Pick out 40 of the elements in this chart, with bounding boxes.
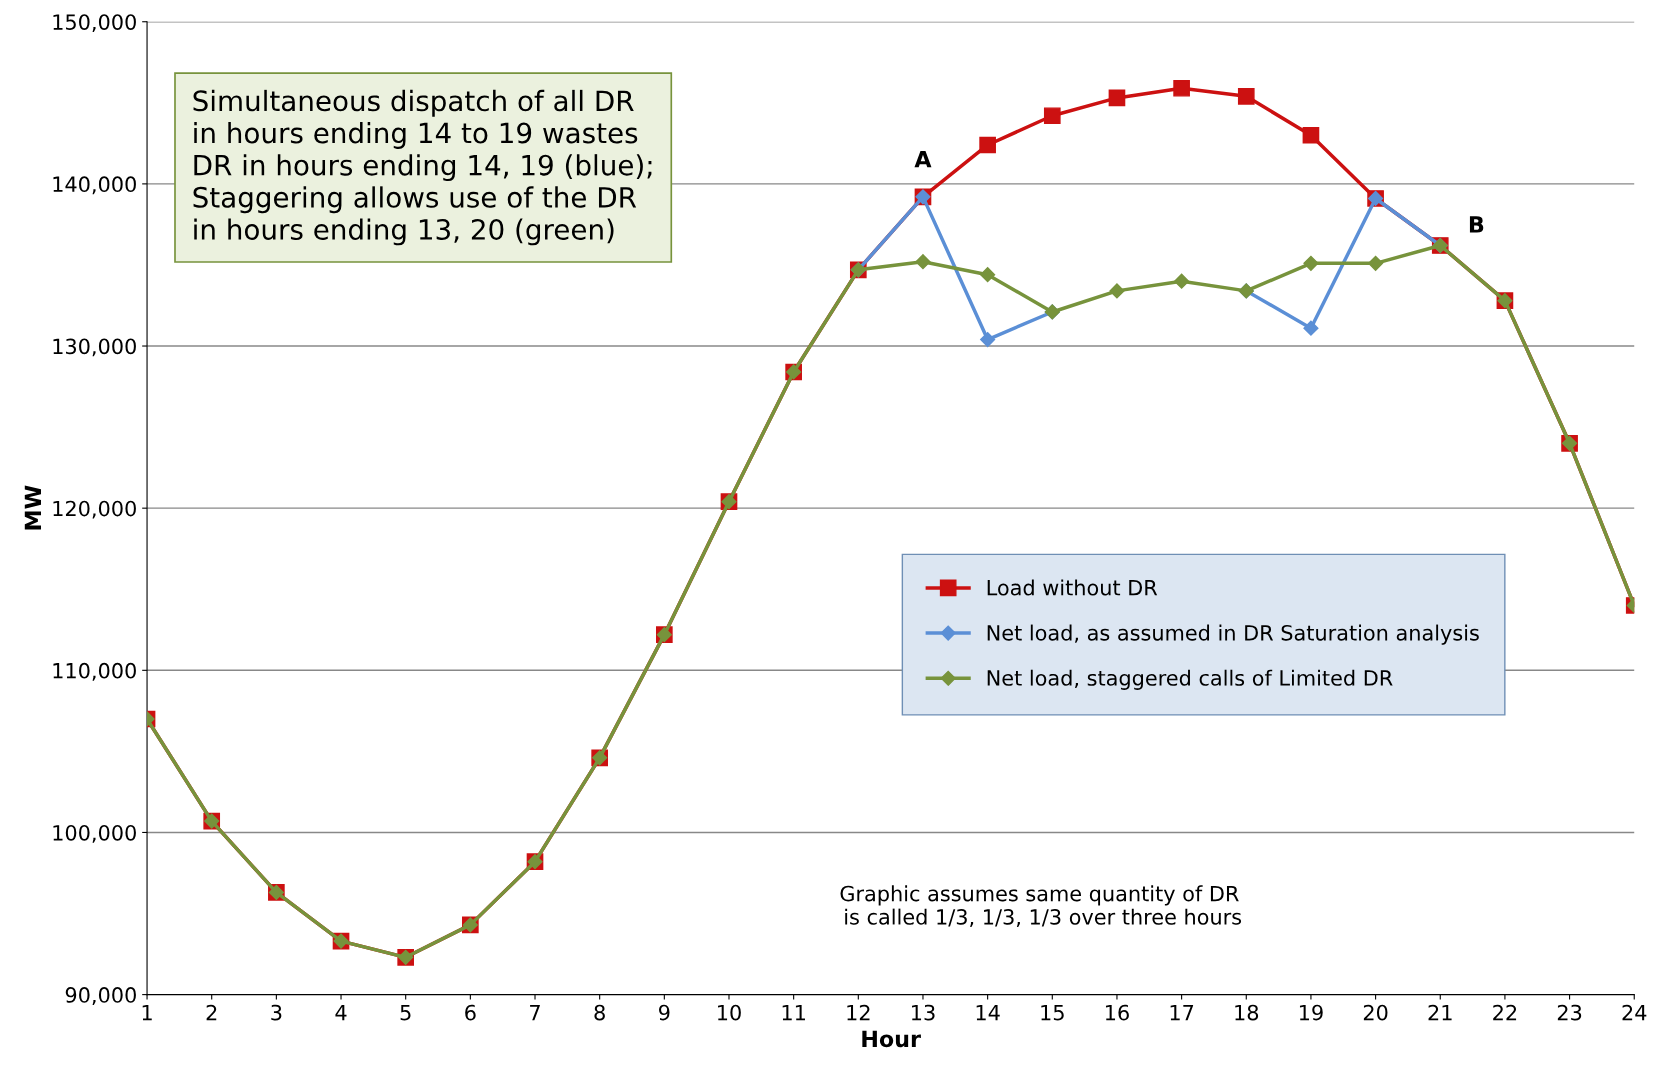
x-tick-label: 4 xyxy=(335,1004,347,1021)
x-tick-label: 23 xyxy=(1557,1004,1582,1021)
x-tick-label: 1 xyxy=(142,1004,152,1021)
x-tick-label: 6 xyxy=(465,1004,476,1021)
annotation: Graphic assumes same quantity of DR is called 1/3, 1/3, 1/3 over three hours xyxy=(840,885,1242,927)
x-tick-label: 17 xyxy=(1170,1004,1194,1021)
x-axis-title: Hour xyxy=(862,1030,921,1048)
x-tick-label: 13 xyxy=(912,1004,935,1021)
x-tick-label: 10 xyxy=(718,1004,741,1021)
x-tick-label: 8 xyxy=(594,1004,605,1021)
y-tick-label: 130,000 xyxy=(53,338,136,357)
legend-label: Load without DR xyxy=(987,579,1158,596)
y-tick-label: 100,000 xyxy=(53,824,136,843)
y-tick-label: 90,000 xyxy=(65,987,136,1005)
x-tick-label: 2 xyxy=(206,1004,217,1021)
y-tick-label: 150,000 xyxy=(53,14,136,33)
annotation: Simultaneous dispatch of all DR in hours ending 14 to 19 wastes DR in hours ending 14, 19 (blue); Staggering allows use of the DR in hours ending 13, 20 (green) xyxy=(193,89,652,246)
x-tick-label: 19 xyxy=(1299,1004,1323,1021)
x-tick-label: 20 xyxy=(1363,1004,1388,1021)
x-tick-label: 24 xyxy=(1622,1004,1647,1021)
x-tick-label: 14 xyxy=(976,1004,1000,1021)
x-tick-label: 15 xyxy=(1041,1004,1064,1021)
x-tick-label: 7 xyxy=(530,1004,540,1021)
y-tick-label: 140,000 xyxy=(53,176,136,195)
y-axis-title: MW xyxy=(24,485,41,530)
x-tick-label: 5 xyxy=(400,1004,411,1021)
y-tick-label: 120,000 xyxy=(53,500,136,519)
legend-label: Net load, as assumed in DR Saturation analysis xyxy=(987,624,1479,645)
x-tick-label: 3 xyxy=(271,1004,282,1021)
annotation: B xyxy=(1469,216,1484,233)
x-tick-label: 22 xyxy=(1493,1004,1517,1021)
x-tick-label: 12 xyxy=(847,1004,870,1021)
x-tick-label: 16 xyxy=(1105,1004,1129,1021)
legend-label: Net load, staggered calls of Limited DR xyxy=(987,669,1393,690)
x-tick-label: 21 xyxy=(1428,1004,1452,1021)
y-tick-label: 110,000 xyxy=(53,662,136,681)
x-tick-label: 9 xyxy=(659,1004,670,1021)
x-tick-label: 18 xyxy=(1235,1004,1259,1021)
x-tick-label: 11 xyxy=(782,1004,805,1021)
annotation: A xyxy=(914,151,932,168)
